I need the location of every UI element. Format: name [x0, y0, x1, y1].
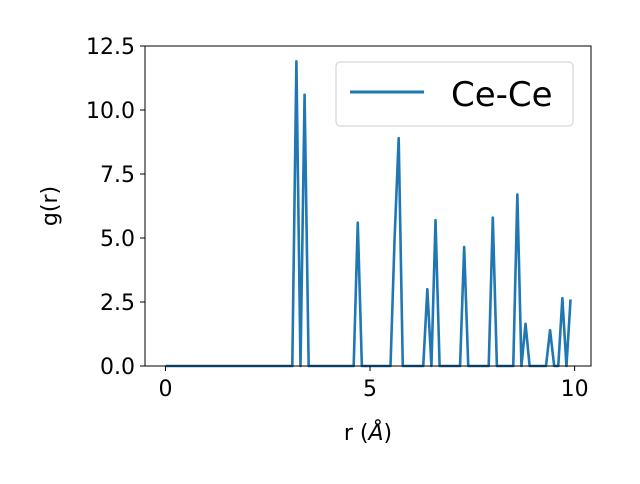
x-axis-label-close: ) [384, 421, 393, 446]
y-tick-label: 0.0 [100, 355, 135, 380]
y-tick-label: 12.5 [86, 35, 135, 60]
x-axis-label: r (Å) [344, 419, 392, 446]
plot-frame [144, 45, 592, 367]
x-axis: 0 5 10 [158, 366, 589, 402]
y-tick-label: 2.5 [100, 291, 135, 316]
x-tick-label: 10 [561, 377, 589, 402]
x-axis-label-main: r ( [344, 421, 369, 446]
y-tick-label: 10.0 [86, 99, 135, 124]
legend: Ce-Ce [335, 61, 574, 127]
x-tick-label: 0 [158, 377, 172, 402]
y-tick-label: 5.0 [100, 227, 135, 252]
x-axis-label-unit: Å [366, 419, 383, 446]
legend-box [335, 61, 574, 127]
y-axis-label: g(r) [38, 186, 63, 226]
y-tick-label: 7.5 [100, 163, 135, 188]
y-axis: 0.0 2.5 5.0 7.5 10.0 12.5 [86, 35, 145, 380]
x-tick-label: 5 [363, 377, 377, 402]
legend-label-ce-ce: Ce-Ce [451, 75, 553, 115]
